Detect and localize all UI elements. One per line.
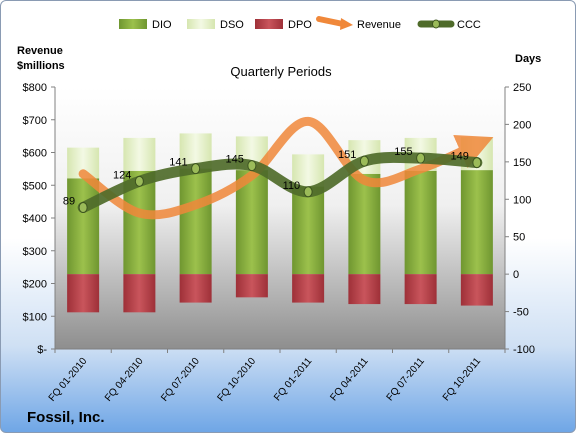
legend-label: Revenue [357,19,401,31]
ccc-data-label: 149 [451,151,469,163]
left-tick-label: $600 [23,148,47,160]
left-tick-label: $500 [23,180,47,192]
bar-dpo [179,274,212,303]
legend-swatch [255,19,283,29]
right-tick-label: 150 [513,157,531,169]
bar-dpo [460,274,493,306]
legend-label: DPO [288,19,312,31]
left-axis-label-line1: Revenue [17,45,63,57]
right-tick-label: -50 [513,307,529,319]
ccc-point [472,157,482,169]
revenue-line [78,116,494,220]
ccc-point [247,160,257,172]
bar-dio [348,173,381,275]
ccc-line [77,151,483,214]
chart-title: Quarterly Periods [230,64,332,79]
legend-swatch [187,19,215,29]
bar-dso [123,137,156,171]
x-tick-label: FQ 01-2011 [272,356,315,404]
x-tick-label: FQ 10-2011 [441,356,484,404]
bar-dpo [292,274,325,303]
bar-dpo [404,274,437,305]
ccc-data-label: 151 [338,149,356,161]
bar-dio [67,178,100,275]
right-tick-label: 100 [513,194,531,206]
left-tick-label: $200 [23,279,47,291]
bar-dio [460,170,493,275]
left-tick-label: $700 [23,115,47,127]
left-tick-label: $800 [23,82,47,94]
ccc-data-label: 145 [226,154,244,166]
x-tick-label: FQ 10-2010 [215,356,258,404]
left-tick-label: $- [37,344,47,356]
bar-dpo [67,274,100,313]
legend-swatch [316,16,346,27]
plot-area [55,87,505,349]
legend-label: CCC [457,19,481,31]
ccc-data-label: 89 [63,196,75,208]
ccc-data-label: 124 [113,169,131,181]
x-tick-label: FQ 07-2011 [385,356,428,404]
bar-dio [404,170,437,275]
right-tick-label: 200 [513,119,531,131]
right-tick-label: 50 [513,232,525,244]
x-tick-label: FQ 04-2010 [103,356,146,404]
x-tick-label: FQ 01-2010 [47,356,90,404]
ccc-point [359,155,369,167]
ccc-point [303,186,313,198]
x-tick-label: FQ 04-2011 [328,356,371,404]
right-axis-label: Days [515,53,541,65]
legend-label: DSO [220,19,244,31]
ccc-point [78,202,88,214]
ccc-point [416,152,426,164]
bar-dio [179,168,212,275]
legend-arrowhead [340,18,353,30]
left-tick-label: $400 [23,213,47,225]
right-tick-label: 0 [513,269,519,281]
bar-dpo [235,274,268,298]
left-axis-label-line2: $millions [17,60,65,72]
bar-dpo [123,274,156,313]
company-name: Fossil, Inc. [27,409,105,426]
right-tick-label: 250 [513,82,531,94]
ccc-data-label: 110 [283,180,301,192]
ccc-data-label: 141 [169,157,187,169]
left-tick-label: $300 [23,246,47,258]
ccc-point [191,163,201,175]
bar-dpo [348,274,381,305]
bar-dio [292,186,325,275]
legend-swatch [119,19,147,29]
right-tick-label: -100 [513,344,535,356]
legend-marker [432,19,440,29]
legend-label: DIO [152,19,172,31]
left-tick-label: $100 [23,311,47,323]
ccc-data-label: 155 [394,146,412,158]
legend: DIO DSO DPO Revenue CCC [119,16,481,31]
bar-dso [292,154,325,187]
x-tick-label: FQ 07-2010 [159,356,202,404]
ccc-point [134,175,144,187]
